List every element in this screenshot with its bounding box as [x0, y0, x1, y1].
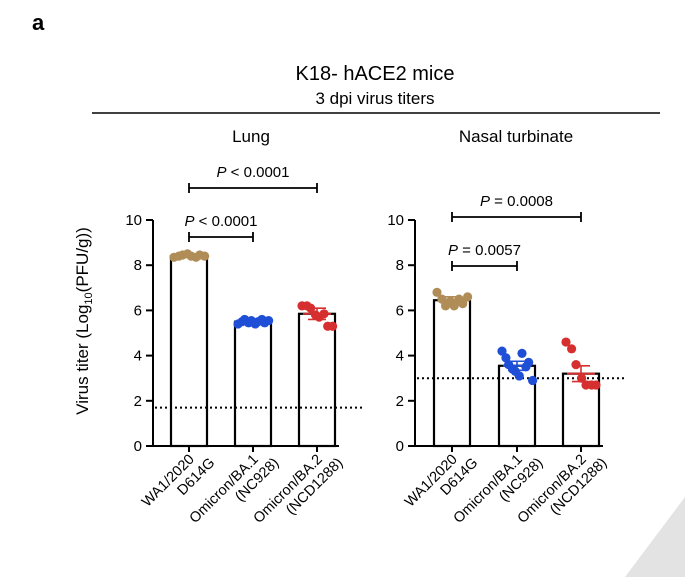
data-point — [561, 337, 571, 347]
significance-label: P < 0.0001 — [217, 164, 290, 181]
data-point — [571, 360, 581, 370]
x-tick-label: Omicron/BA.1(NC928) — [187, 443, 283, 539]
y-axis-label-subscript: 10 — [83, 292, 95, 304]
y-tick-label: 0 — [396, 438, 404, 455]
y-tick-label: 8 — [396, 257, 404, 274]
panel-title: Lung — [232, 127, 270, 146]
significance-bracket — [188, 232, 254, 242]
significance-label: P < 0.0001 — [185, 213, 258, 230]
y-tick-label: 8 — [134, 257, 142, 274]
x-tick-label: Omicron/BA.2(NCD1288) — [251, 443, 347, 539]
data-point — [200, 251, 210, 261]
y-tick-label: 4 — [396, 348, 404, 365]
data-point — [524, 357, 534, 367]
y-tick-label: 0 — [134, 438, 142, 455]
panel-title: Nasal turbinate — [459, 127, 573, 146]
bar — [297, 312, 337, 448]
significance-bracket — [451, 261, 518, 271]
y-tick-label: 10 — [125, 212, 142, 229]
y-axis-label-main: Virus titer (Log — [73, 305, 92, 415]
significance-label: P = 0.0008 — [480, 193, 553, 210]
data-point — [328, 321, 338, 331]
data-point — [517, 348, 527, 358]
bar — [233, 320, 273, 448]
data-point — [463, 292, 473, 302]
x-tick-label: Omicron/BA.1(NC928) — [451, 443, 547, 539]
data-point — [264, 315, 274, 326]
bar — [432, 299, 472, 448]
y-axis-label-end: (PFU/g)) — [73, 227, 92, 292]
x-tick-label: Omicron/BA.2(NCD1288) — [515, 443, 611, 539]
figure-title: K18- hACE2 mice — [296, 63, 455, 85]
panel-label: a — [32, 10, 45, 35]
significance-label: P = 0.0057 — [448, 242, 521, 259]
y-tick-label: 2 — [134, 393, 142, 410]
data-point — [591, 380, 601, 390]
y-tick-label: 6 — [134, 302, 142, 319]
y-tick-label: 6 — [396, 302, 404, 319]
figure-subtitle: 3 dpi virus titers — [315, 89, 434, 108]
y-tick-label: 10 — [387, 212, 404, 229]
bar — [169, 255, 209, 448]
y-tick-label: 2 — [396, 393, 404, 410]
significance-bracket — [188, 183, 318, 193]
data-point — [528, 375, 538, 386]
data-point — [497, 346, 507, 356]
y-axis-label: Virus titer (Log10(PFU/g)) — [73, 227, 95, 415]
corner-watermark-shape — [625, 497, 685, 577]
data-point — [458, 299, 468, 309]
y-tick-label: 4 — [134, 348, 142, 365]
data-point — [567, 344, 577, 354]
data-point — [432, 287, 442, 297]
significance-bracket — [451, 212, 582, 222]
nasal-turbinate-panel: Nasal turbinate 0 2 4 6 8 10 P = 0.0057 P = 0.00… — [387, 127, 626, 539]
data-point — [514, 371, 524, 381]
